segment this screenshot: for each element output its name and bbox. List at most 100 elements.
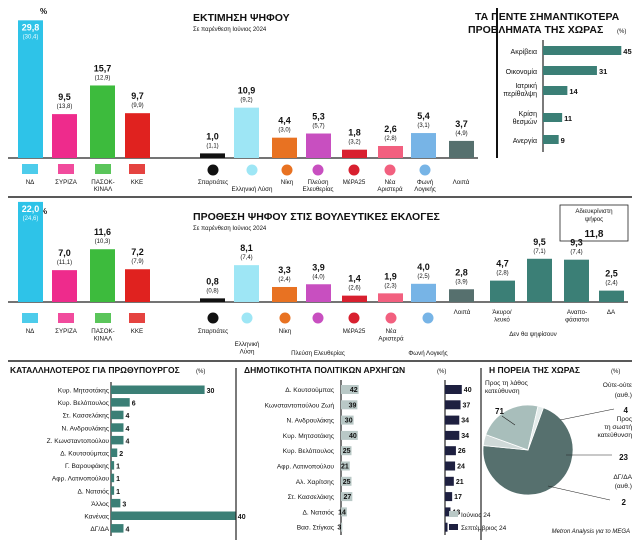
top-problems-bar xyxy=(543,86,568,95)
pm-label: Κανένας xyxy=(84,513,109,521)
vote-estimate-party-label: Σπαρτιάτες xyxy=(198,179,228,186)
leaders-june-value: 14 xyxy=(338,509,346,516)
vote-intention-party-label: Αναπο- xyxy=(567,309,587,316)
vote-intention-value: 8,1 xyxy=(240,243,253,253)
leaders-june-value: 25 xyxy=(343,479,351,486)
vote-estimate-party-label: Αριστερά xyxy=(377,186,403,193)
top-problems-unit: (%) xyxy=(617,29,626,35)
vote-estimate-value: 5,4 xyxy=(417,111,430,121)
pm-bar xyxy=(111,435,124,445)
course-leader-line xyxy=(547,485,611,501)
party-logo-icon xyxy=(22,164,38,174)
vote-intention-party-label: Άκυρο/ xyxy=(492,309,512,316)
leaders-june-bar xyxy=(341,430,358,440)
vote-estimate-party-label: ΝΔ xyxy=(26,179,35,186)
vote-estimate-bar xyxy=(90,85,115,158)
pm-label: Γ. Βαρουφάκης xyxy=(65,462,109,470)
vote-intention-bar xyxy=(52,270,77,302)
vote-intention-party-label: λευκό xyxy=(494,317,510,324)
vote-intention-party-label: Αριστερά xyxy=(378,336,404,343)
vote-estimate-party-label: ΣΥΡΙΖΑ xyxy=(55,179,78,186)
vote-intention-party-label: φάσιστοι xyxy=(565,317,589,324)
leaders-label: Δ. Κουτσούμπας xyxy=(285,386,334,394)
vote-intention-party-label: Δεν θα ψηφίσουν xyxy=(509,331,556,338)
vote-estimate-prev: (3,0) xyxy=(278,128,290,134)
vote-intention-prev: (10,3) xyxy=(95,239,111,245)
leaders-june-value: 30 xyxy=(345,418,353,425)
vote-estimate-bar xyxy=(52,114,77,158)
vote-estimate-prev: (13,8) xyxy=(57,104,73,110)
pm-bar xyxy=(111,410,124,420)
vote-intention-party-label: ΔΑ xyxy=(607,309,616,316)
vote-intention-prev: (7,4) xyxy=(570,250,582,256)
vote-intention-value: 1,9 xyxy=(384,271,397,281)
vote-estimate-value: 5,3 xyxy=(312,112,325,122)
vote-intention-party-label: Σπαρτιάτες xyxy=(198,328,228,335)
vote-intention-value: 4,7 xyxy=(496,259,509,269)
pm-value: 1 xyxy=(116,476,120,483)
leaders-sept-bar xyxy=(445,400,461,410)
course-label: Ούτε-ούτε xyxy=(603,381,632,389)
leaders-label: Δ. Νατσιός xyxy=(302,508,334,516)
vote-estimate-party-label: Ελληνική Λύση xyxy=(232,186,273,193)
vote-intention-bar xyxy=(378,293,403,302)
party-logo-icon xyxy=(348,312,360,324)
pm-value: 4 xyxy=(125,426,129,433)
party-logo-icon xyxy=(281,164,293,176)
vote-intention-value: 4,0 xyxy=(417,262,430,272)
leaders-sept-value: 17 xyxy=(454,494,462,501)
top-problems-value: 31 xyxy=(599,67,607,76)
leaders-june-bar xyxy=(341,461,350,471)
top-problems-bar xyxy=(543,66,597,75)
leaders-june-value: 21 xyxy=(341,464,349,471)
leaders-title: ΔΗΜΟΤΙΚΟΤΗΤΑ ΠΟΛΙΤΙΚΩΝ ΑΡΧΗΓΩΝ xyxy=(244,365,405,375)
vote-intention-value: 3,9 xyxy=(312,262,325,272)
vote-estimate-value: 9,5 xyxy=(58,92,71,102)
vote-estimate-party-label: Λογικής xyxy=(414,186,436,193)
vote-estimate-party-label: ΠΑΣΟΚ- xyxy=(91,179,114,186)
party-logo-icon xyxy=(95,164,111,174)
leaders-sept-value: 24 xyxy=(457,464,465,471)
leaders-label: Ν. Ανδρουλάκης xyxy=(287,417,334,425)
vote-intention-value: 9,3 xyxy=(570,238,583,248)
pm-label: Ζ. Κωνσταντοπούλου xyxy=(47,437,110,445)
party-logo-icon xyxy=(384,164,396,176)
vote-intention-prev: (24,6) xyxy=(23,216,39,222)
vote-estimate-prev: (5,7) xyxy=(312,124,324,130)
leaders-sept-bar xyxy=(445,385,462,394)
legend-swatch-sept xyxy=(449,524,458,530)
vote-intention-bar xyxy=(564,259,589,302)
vote-estimate-party-label: Νίκη xyxy=(281,179,294,186)
pm-value: 3 xyxy=(122,501,126,508)
percent-symbol: % xyxy=(40,207,47,216)
vote-estimate-prev: (2,8) xyxy=(384,136,396,142)
vote-estimate-party-label: ΜέΡΑ25 xyxy=(343,179,366,186)
top-problems-label: Ιατρική xyxy=(515,83,537,90)
pm-label: ΔΓ/ΔΑ xyxy=(90,526,109,533)
pm-label: Κυρ. Βελόπουλος xyxy=(58,399,109,407)
leaders-sept-value: 26 xyxy=(458,448,466,455)
vote-intention-bar xyxy=(490,280,515,302)
vote-intention-bar xyxy=(200,298,225,302)
party-logo-icon xyxy=(385,312,397,324)
vote-estimate-party-label: Πλεύση xyxy=(308,179,330,186)
undecided-label: Αδιευκρίνιστη xyxy=(575,208,613,215)
top-problems-value: 9 xyxy=(561,136,565,145)
vote-estimate-value: 9,7 xyxy=(131,91,144,101)
pm-title: ΚΑΤΑΛΛΗΛΟΤΕΡΟΣ ΓΙΑ ΠΡΩΘΥΠΟΥΡΓΟΣ xyxy=(10,365,180,375)
vote-estimate-value: 1,0 xyxy=(206,131,219,141)
course-label: (αυθ.) xyxy=(615,392,632,399)
course-leader-line xyxy=(501,415,516,426)
vote-intention-party-label: ΜέΡΑ25 xyxy=(343,328,366,335)
vote-intention-party-label: ΣΥΡΙΖΑ xyxy=(55,328,78,335)
vote-intention-party-label: Πλεύση Ελευθερίας xyxy=(291,350,345,357)
leaders-sept-bar xyxy=(445,415,460,425)
leaders-sept-bar xyxy=(445,430,460,440)
vote-estimate-prev: (3,1) xyxy=(417,123,429,129)
leaders-june-value: 39 xyxy=(349,402,357,409)
undecided-box xyxy=(559,204,629,242)
pm-value: 4 xyxy=(125,438,129,445)
vote-estimate-bar xyxy=(449,140,474,158)
leaders-june-bar xyxy=(341,507,347,517)
vote-estimate-title: ΕΚΤΙΜΗΣΗ ΨΗΦΟΥ xyxy=(193,12,290,24)
